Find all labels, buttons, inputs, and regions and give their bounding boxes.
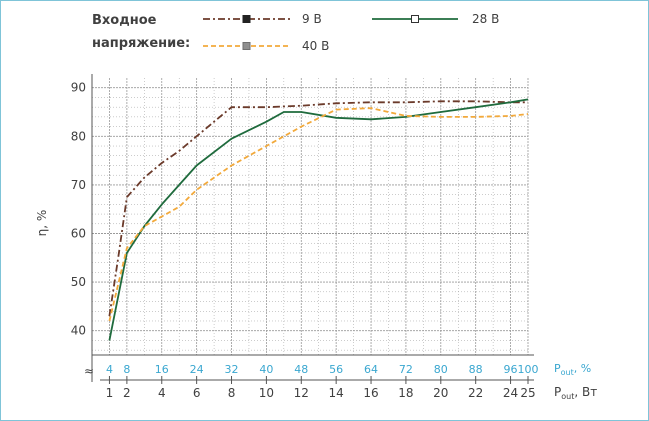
legend-label: 28 В xyxy=(472,12,499,26)
x-percent-tick-label: 4 xyxy=(106,363,113,376)
x2-axis-title-sub: out xyxy=(561,368,574,377)
x-percent-tick-label: 64 xyxy=(364,363,378,376)
x-tick-label: 25 xyxy=(520,386,535,400)
legend-label: 40 В xyxy=(302,39,329,53)
series-line-28-В xyxy=(108,98,529,341)
x2-axis-title-main: P xyxy=(554,362,561,375)
y-tick-label: 70 xyxy=(71,178,86,192)
legend: Входное напряжение: 9 В 28 В 40 В xyxy=(92,12,499,53)
x-axis-title-unit: , Вт xyxy=(574,385,597,399)
legend-marker xyxy=(411,15,419,23)
y-tick-label: 80 xyxy=(71,129,86,143)
series-line-9-В xyxy=(108,100,528,317)
series-line-40-В xyxy=(108,107,529,322)
x-percent-tick-label: 96 xyxy=(504,363,518,376)
legend-marker xyxy=(242,42,251,50)
x2-axis-title-unit: , % xyxy=(574,362,591,375)
x-tick-label: 10 xyxy=(259,386,274,400)
x-percent-tick-label: 24 xyxy=(190,363,204,376)
x-tick-label: 4 xyxy=(158,386,166,400)
grid xyxy=(92,78,529,355)
axis-break-symbol: ≈ xyxy=(84,364,94,378)
x-percent-tick-label: 40 xyxy=(259,363,273,376)
x-percent-tick-label: 100 xyxy=(518,363,539,376)
legend-marker xyxy=(242,15,251,23)
x-axis-title-main: P xyxy=(554,385,561,399)
x-tick-label: 1 xyxy=(106,386,114,400)
y-tick-label: 60 xyxy=(71,227,86,241)
x-tick-label: 12 xyxy=(294,386,309,400)
x-percent-tick-label: 48 xyxy=(294,363,308,376)
x-tick-label: 18 xyxy=(398,386,413,400)
y-tick-label: 40 xyxy=(71,324,86,338)
legend-label: 9 В xyxy=(302,12,322,26)
x-tick-label: 20 xyxy=(433,386,448,400)
x2-axis-title: Pout, % xyxy=(554,362,591,377)
x-axis-title-sub: out xyxy=(561,392,574,401)
x-percent-tick-label: 72 xyxy=(399,363,413,376)
axes: 4050607080901428416624832104012481456166… xyxy=(71,74,539,400)
x-percent-tick-label: 88 xyxy=(469,363,483,376)
x-percent-tick-label: 32 xyxy=(225,363,239,376)
x-tick-label: 6 xyxy=(193,386,201,400)
y-tick-label: 50 xyxy=(71,275,86,289)
x-percent-tick-label: 16 xyxy=(155,363,169,376)
x-percent-tick-label: 80 xyxy=(434,363,448,376)
series-lines xyxy=(108,98,529,341)
legend-title-line2: напряжение: xyxy=(92,36,190,51)
x-axis-title: Pout, Вт xyxy=(554,385,597,401)
x-percent-tick-label: 8 xyxy=(123,363,130,376)
legend-title-line1: Входное xyxy=(92,13,157,28)
x-tick-label: 2 xyxy=(123,386,131,400)
y-axis-title: η, % xyxy=(35,210,49,237)
x-tick-label: 16 xyxy=(363,386,378,400)
x-tick-label: 14 xyxy=(329,386,344,400)
y-tick-label: 90 xyxy=(71,81,86,95)
x-percent-tick-label: 56 xyxy=(329,363,343,376)
x-tick-label: 22 xyxy=(468,386,483,400)
x-tick-label: 8 xyxy=(228,386,236,400)
x-tick-label: 24 xyxy=(503,386,518,400)
